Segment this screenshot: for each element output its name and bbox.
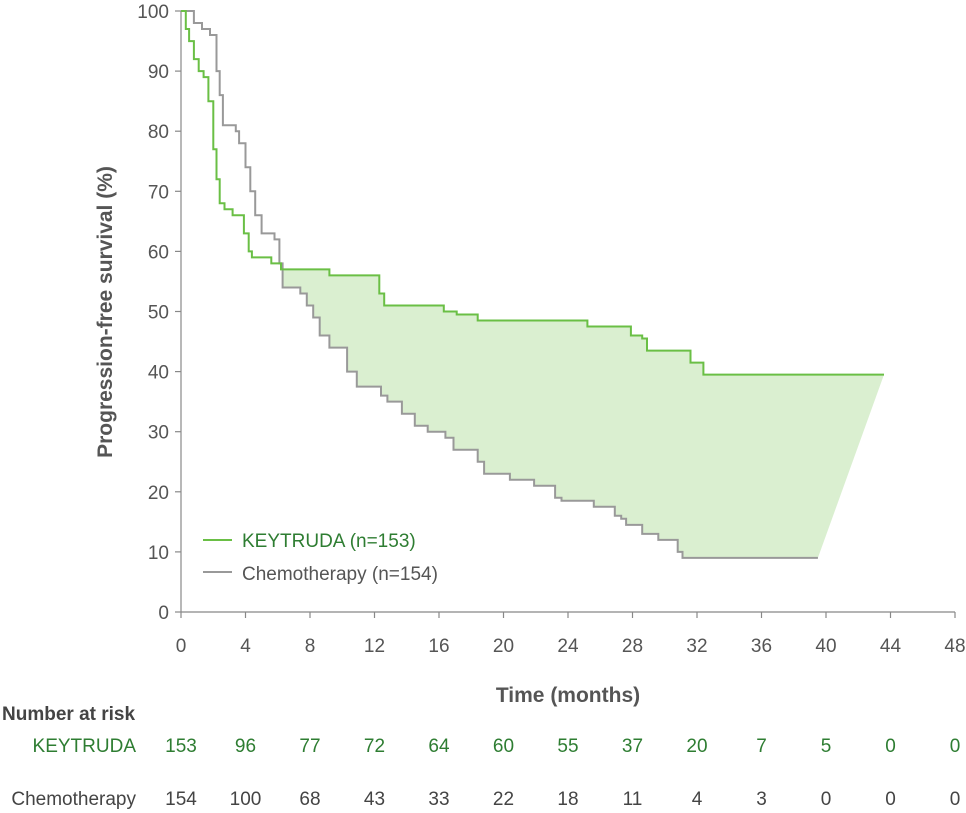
risk-value-chemotherapy: 4 [692,789,703,810]
y-tick-label: 20 [148,483,169,504]
y-tick-label: 50 [148,303,169,324]
x-tick-label: 40 [815,636,836,657]
series-line-keytruda [181,10,884,376]
y-axis-title: Progression-free survival (%) [94,166,117,458]
risk-value-keytruda: 72 [364,736,385,757]
x-tick-label: 44 [880,636,902,657]
y-tick-label: 90 [148,62,169,83]
x-tick-label: 16 [428,636,449,657]
risk-value-chemotherapy: 68 [299,789,320,810]
risk-value-chemotherapy: 18 [557,789,578,810]
risk-value-chemotherapy: 0 [821,789,832,810]
x-tick-label: 36 [751,636,772,657]
risk-value-chemotherapy: 0 [950,789,961,810]
y-tick-label: 30 [148,423,169,444]
risk-value-keytruda: 37 [622,736,643,757]
risk-value-keytruda: 0 [885,736,896,757]
y-tick-label: 40 [148,363,169,384]
risk-value-keytruda: 5 [821,736,832,757]
risk-value-chemotherapy: 100 [230,789,262,810]
y-tick-label: 80 [148,122,169,143]
risk-value-keytruda: 77 [299,736,320,757]
y-tick-label: 70 [148,182,169,203]
risk-value-keytruda: 60 [493,736,514,757]
risk-value-chemotherapy: 43 [364,789,385,810]
y-tick-label: 100 [137,2,169,23]
risk-value-chemotherapy: 22 [493,789,514,810]
risk-value-keytruda: 153 [165,736,197,757]
y-tick-label: 60 [148,242,169,263]
x-tick-label: 8 [305,636,316,657]
y-axis-ticks: 0 10 20 30 40 50 60 70 80 90 100 [137,2,181,624]
x-tick-label: 32 [686,636,707,657]
risk-row-label-chemotherapy: Chemotherapy [11,789,136,810]
risk-value-chemotherapy: 154 [165,789,197,810]
x-tick-label: 0 [176,636,187,657]
legend-label-chemotherapy: Chemotherapy (n=154) [242,564,438,585]
x-axis-ticks: 0 4 8 12 16 20 24 28 32 36 40 44 48 [176,612,966,657]
x-tick-label: 20 [493,636,514,657]
risk-value-keytruda: 55 [557,736,578,757]
legend: KEYTRUDA (n=153) Chemotherapy (n=154) [203,531,438,585]
risk-value-chemotherapy: 3 [756,789,767,810]
y-tick-label: 10 [148,543,169,564]
x-tick-label: 12 [364,636,385,657]
risk-value-chemotherapy: 0 [885,789,896,810]
risk-value-chemotherapy: 11 [623,789,643,810]
y-tick-label: 0 [158,603,169,624]
risk-row-label-keytruda: KEYTRUDA [33,736,137,757]
risk-value-keytruda: 64 [428,736,450,757]
legend-label-keytruda: KEYTRUDA (n=153) [242,531,416,552]
risk-value-keytruda: 96 [235,736,256,757]
x-tick-label: 28 [622,636,643,657]
risk-value-keytruda: 20 [686,736,707,757]
difference-shaded-area [281,263,884,558]
risk-value-chemotherapy: 33 [428,789,449,810]
x-tick-label: 48 [944,636,965,657]
x-axis-title: Time (months) [496,684,640,707]
risk-table-title: Number at risk [2,704,135,725]
x-tick-label: 4 [240,636,251,657]
x-tick-label: 24 [557,636,579,657]
survival-curves [181,10,884,559]
series-line-chemotherapy [181,10,818,559]
risk-value-keytruda: 0 [950,736,961,757]
risk-value-keytruda: 7 [756,736,767,757]
